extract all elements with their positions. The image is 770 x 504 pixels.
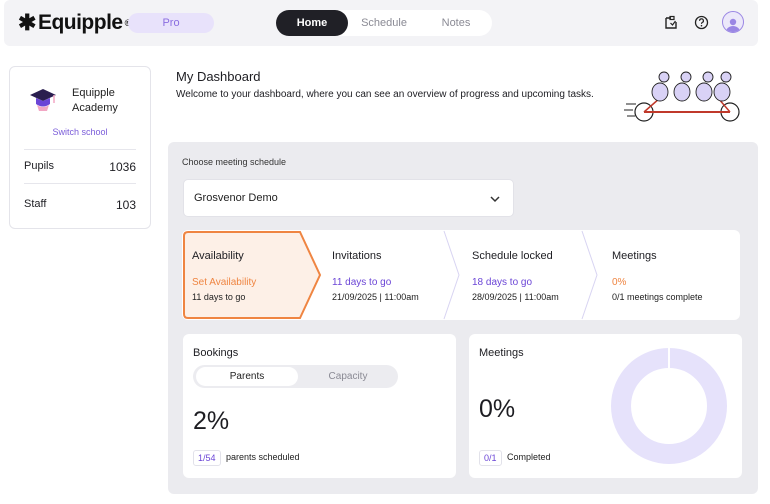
asterisk-logo-icon: ✱ (18, 10, 36, 35)
plan-badge: Pro (128, 13, 214, 33)
meetings-count-badge: 0/1 (479, 450, 502, 466)
stat-value: 103 (115, 198, 136, 212)
stat-value: 1036 (109, 160, 136, 174)
notification-icon[interactable] (662, 13, 680, 31)
page-title: My Dashboard (176, 69, 261, 84)
bookings-card: Bookings Parents Capacity 2% 1/54 parent… (183, 334, 456, 478)
stat-row-staff: Staff 103 (24, 198, 136, 212)
brand-name: Equipple (37, 11, 123, 34)
schedule-steps: Availability Set Availability 11 days to… (182, 230, 740, 320)
step-title: Schedule locked (472, 250, 553, 262)
meetings-donut-chart (611, 347, 727, 464)
step-title: Meetings (612, 250, 657, 262)
avatar[interactable] (722, 11, 744, 33)
step-detail: 11 days to go (192, 292, 246, 302)
toggle-parents[interactable]: Parents (196, 367, 298, 386)
stat-row-pupils: Pupils 1036 (24, 160, 136, 174)
step-availability[interactable]: Availability Set Availability 11 days to… (182, 230, 312, 320)
nav-tab-home[interactable]: Home (276, 10, 348, 36)
step-detail: 21/09/2025 | 11:00am (332, 292, 419, 302)
step-title: Invitations (332, 250, 382, 262)
schedule-select-label: Choose meeting schedule (182, 157, 287, 167)
nav-tab-notes[interactable]: Notes (441, 17, 471, 29)
step-detail: 0/1 meetings complete (612, 292, 703, 302)
step-title: Availability (192, 250, 244, 262)
stat-label: Staff (24, 198, 47, 210)
divider (24, 149, 136, 150)
top-icons (662, 11, 744, 33)
meetings-count-label: Completed (507, 452, 551, 462)
bookings-toggle: Parents Capacity (193, 365, 398, 388)
bookings-percent: 2% (193, 407, 230, 435)
divider (24, 183, 136, 184)
switch-school-link[interactable]: Switch school (52, 127, 108, 137)
registered-mark: ® (125, 18, 132, 28)
tandem-bike-illustration-icon (624, 71, 740, 122)
toggle-capacity[interactable]: Capacity (328, 371, 368, 382)
meetings-percent: 0% (479, 395, 516, 423)
donut-track (611, 348, 727, 464)
step-invitations[interactable]: Invitations 11 days to go 21/09/2025 | 1… (322, 230, 447, 320)
step-status[interactable]: Set Availability (192, 277, 257, 288)
help-icon[interactable] (692, 13, 710, 31)
card-title: Meetings (479, 347, 524, 359)
bookings-count-badge: 1/54 (193, 450, 221, 466)
page-subtitle: Welcome to your dashboard, where you can… (176, 89, 594, 100)
card-title: Bookings (193, 347, 239, 359)
meetings-card: Meetings 0% 0/1 Completed (469, 334, 742, 478)
nav-tab-schedule[interactable]: Schedule (361, 17, 407, 29)
school-name: Equipple Academy (72, 87, 118, 114)
top-bar: ✱ Equipple® Pro Home Schedule Notes (4, 0, 758, 46)
step-status: 0% (612, 277, 627, 288)
bookings-count-label: parents scheduled (226, 452, 300, 462)
step-schedule-locked[interactable]: Schedule locked 18 days to go 28/09/2025… (462, 230, 587, 320)
meeting-schedule-panel: Choose meeting schedule Grosvenor Demo A… (168, 142, 758, 494)
stat-label: Pupils (24, 160, 54, 172)
step-status: 11 days to go (332, 277, 392, 288)
school-card: Equipple Academy Switch school Pupils 10… (9, 66, 151, 229)
academy-logo-icon (30, 89, 56, 111)
steps-arrows (183, 230, 598, 320)
chevron-down-icon (490, 196, 500, 203)
step-detail: 28/09/2025 | 11:00am (472, 292, 559, 302)
brand-logo[interactable]: ✱ Equipple® (18, 11, 131, 35)
step-status: 18 days to go (472, 277, 533, 288)
meeting-schedule-select[interactable]: Grosvenor Demo (183, 179, 514, 217)
main-nav: Home Schedule Notes (276, 10, 492, 36)
step-meetings[interactable]: Meetings 0% 0/1 meetings complete (602, 230, 737, 320)
selected-schedule: Grosvenor Demo (194, 192, 278, 204)
